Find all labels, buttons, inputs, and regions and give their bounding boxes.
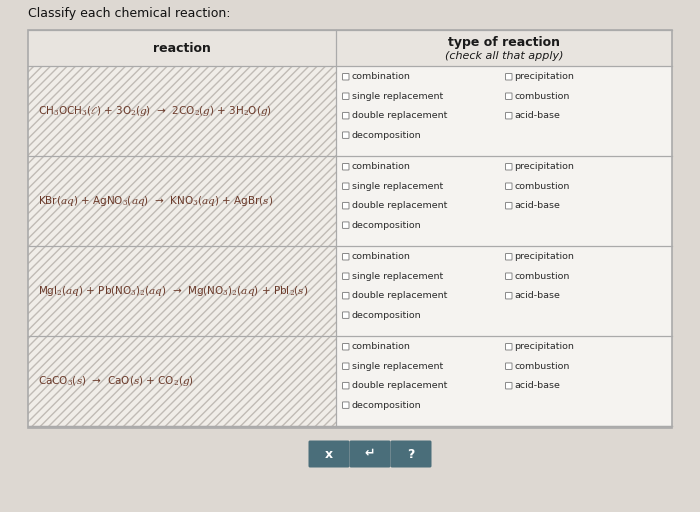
Text: acid-base: acid-base xyxy=(514,201,561,210)
Text: combustion: combustion xyxy=(514,272,570,281)
Bar xyxy=(336,66,672,156)
FancyBboxPatch shape xyxy=(505,163,512,170)
FancyBboxPatch shape xyxy=(342,113,349,119)
Bar xyxy=(28,156,336,246)
Text: combustion: combustion xyxy=(514,361,570,371)
FancyBboxPatch shape xyxy=(309,440,349,467)
Bar xyxy=(28,336,336,426)
Text: double replacement: double replacement xyxy=(351,381,447,390)
Bar xyxy=(28,66,336,156)
Text: precipitation: precipitation xyxy=(514,162,575,171)
FancyBboxPatch shape xyxy=(505,363,512,370)
Text: x: x xyxy=(325,447,333,460)
Text: decomposition: decomposition xyxy=(351,221,421,230)
FancyBboxPatch shape xyxy=(505,382,512,389)
Text: combination: combination xyxy=(351,162,410,171)
Bar xyxy=(28,336,336,426)
FancyBboxPatch shape xyxy=(342,222,349,228)
FancyBboxPatch shape xyxy=(505,344,512,350)
Text: single replacement: single replacement xyxy=(351,361,442,371)
Text: double replacement: double replacement xyxy=(351,291,447,300)
FancyBboxPatch shape xyxy=(342,163,349,170)
FancyBboxPatch shape xyxy=(342,183,349,189)
Text: decomposition: decomposition xyxy=(351,131,421,140)
Text: combustion: combustion xyxy=(514,182,570,191)
FancyBboxPatch shape xyxy=(342,132,349,138)
Bar xyxy=(28,30,336,66)
FancyBboxPatch shape xyxy=(342,344,349,350)
Bar xyxy=(28,156,336,246)
FancyBboxPatch shape xyxy=(342,202,349,209)
FancyBboxPatch shape xyxy=(505,93,512,99)
Text: double replacement: double replacement xyxy=(351,111,447,120)
Text: (check all that apply): (check all that apply) xyxy=(444,51,564,61)
Text: single replacement: single replacement xyxy=(351,182,442,191)
FancyBboxPatch shape xyxy=(349,440,391,467)
Bar xyxy=(28,66,336,156)
Text: decomposition: decomposition xyxy=(351,401,421,410)
Bar xyxy=(336,336,672,426)
Text: combination: combination xyxy=(351,342,410,351)
Text: acid-base: acid-base xyxy=(514,111,561,120)
FancyBboxPatch shape xyxy=(505,253,512,260)
FancyBboxPatch shape xyxy=(342,93,349,99)
FancyBboxPatch shape xyxy=(342,312,349,318)
Bar xyxy=(28,246,336,336)
FancyBboxPatch shape xyxy=(505,273,512,280)
FancyBboxPatch shape xyxy=(342,74,349,80)
Bar xyxy=(28,246,336,336)
Text: MgI$_2$($aq$) + Pb(NO$_3$)$_2$($aq$)  →  Mg(NO$_3$)$_2$($aq$) + PbI$_2$($s$): MgI$_2$($aq$) + Pb(NO$_3$)$_2$($aq$) → M… xyxy=(38,284,309,298)
FancyBboxPatch shape xyxy=(505,202,512,209)
Text: single replacement: single replacement xyxy=(351,92,442,101)
Text: CH$_3$OCH$_3$($\ell$) + 3O$_2$($g$)  →  2CO$_2$($g$) + 3H$_2$O($g$): CH$_3$OCH$_3$($\ell$) + 3O$_2$($g$) → 2C… xyxy=(38,104,272,118)
Text: acid-base: acid-base xyxy=(514,291,561,300)
FancyBboxPatch shape xyxy=(342,382,349,389)
FancyBboxPatch shape xyxy=(342,292,349,299)
Text: ?: ? xyxy=(407,447,414,460)
Bar xyxy=(336,246,672,336)
Bar xyxy=(28,30,672,428)
FancyBboxPatch shape xyxy=(505,113,512,119)
FancyBboxPatch shape xyxy=(342,402,349,409)
Text: combination: combination xyxy=(351,252,410,261)
Text: single replacement: single replacement xyxy=(351,272,442,281)
Bar xyxy=(336,30,672,66)
Bar xyxy=(336,156,672,246)
Text: precipitation: precipitation xyxy=(514,72,575,81)
Text: KBr($aq$) + AgNO$_3$($aq$)  →  KNO$_3$($aq$) + AgBr($s$): KBr($aq$) + AgNO$_3$($aq$) → KNO$_3$($aq… xyxy=(38,194,273,208)
Text: acid-base: acid-base xyxy=(514,381,561,390)
Text: type of reaction: type of reaction xyxy=(448,36,560,49)
FancyBboxPatch shape xyxy=(505,183,512,189)
FancyBboxPatch shape xyxy=(342,363,349,370)
FancyBboxPatch shape xyxy=(391,440,431,467)
Text: reaction: reaction xyxy=(153,41,211,54)
Text: combustion: combustion xyxy=(514,92,570,101)
Text: combination: combination xyxy=(351,72,410,81)
Text: decomposition: decomposition xyxy=(351,311,421,319)
Text: Classify each chemical reaction:: Classify each chemical reaction: xyxy=(28,7,230,20)
Bar xyxy=(28,30,672,428)
FancyBboxPatch shape xyxy=(342,253,349,260)
Text: precipitation: precipitation xyxy=(514,342,575,351)
FancyBboxPatch shape xyxy=(505,292,512,299)
Text: double replacement: double replacement xyxy=(351,201,447,210)
Text: CaCO$_3$($s$)  →  CaO($s$) + CO$_2$($g$): CaCO$_3$($s$) → CaO($s$) + CO$_2$($g$) xyxy=(38,374,194,388)
Text: ↵: ↵ xyxy=(365,447,375,460)
FancyBboxPatch shape xyxy=(505,74,512,80)
Text: precipitation: precipitation xyxy=(514,252,575,261)
FancyBboxPatch shape xyxy=(342,273,349,280)
